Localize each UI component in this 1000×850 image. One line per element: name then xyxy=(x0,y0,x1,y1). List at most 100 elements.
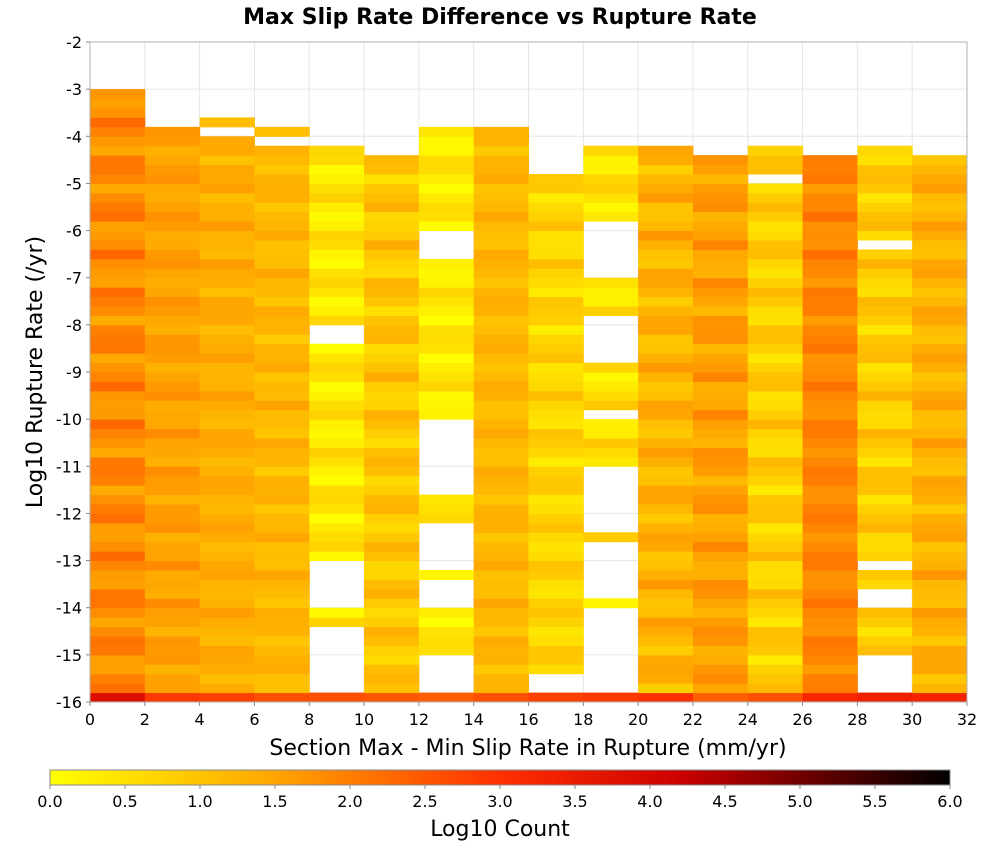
heatmap-cell xyxy=(857,607,913,618)
heatmap-cell xyxy=(802,522,858,533)
heatmap-cell xyxy=(254,221,310,232)
heatmap-cell xyxy=(309,381,365,392)
heatmap-cell xyxy=(802,381,858,392)
heatmap-cell xyxy=(802,475,858,486)
heatmap-cell xyxy=(692,334,749,345)
heatmap-cell xyxy=(364,400,420,411)
colorbar-tick-label: 1.5 xyxy=(262,792,287,811)
heatmap-cell xyxy=(364,570,420,580)
heatmap-cell xyxy=(638,447,694,458)
heatmap-cell xyxy=(254,560,310,571)
heatmap-cell xyxy=(364,636,420,646)
heatmap-cell xyxy=(912,466,968,477)
heatmap-cell xyxy=(309,372,365,382)
heatmap-cell xyxy=(692,636,749,646)
heatmap-cell xyxy=(90,541,146,552)
heatmap-cell xyxy=(747,277,804,288)
heatmap-cell xyxy=(144,626,201,637)
heatmap-cell xyxy=(364,183,420,194)
heatmap-cell xyxy=(528,598,584,609)
heatmap-cell xyxy=(309,607,365,618)
heatmap-cell xyxy=(364,155,420,166)
heatmap-cell xyxy=(912,202,968,213)
heatmap-cell xyxy=(692,164,749,175)
heatmap-cell xyxy=(857,211,913,222)
heatmap-cell xyxy=(144,579,201,590)
heatmap-cell xyxy=(747,673,804,684)
heatmap-cell xyxy=(90,438,146,448)
heatmap-cell xyxy=(473,626,529,637)
heatmap-cell xyxy=(857,362,913,373)
heatmap-cell xyxy=(144,466,201,477)
heatmap-cell xyxy=(857,617,913,628)
heatmap-cell xyxy=(364,541,420,552)
heatmap-cell xyxy=(528,570,584,580)
heatmap-cell xyxy=(802,409,858,420)
heatmap-cell xyxy=(638,381,694,392)
heatmap-cell xyxy=(309,164,365,175)
heatmap-cell xyxy=(254,372,310,382)
heatmap-cell xyxy=(418,617,475,628)
heatmap-cell xyxy=(747,268,804,279)
chart-title: Max Slip Rate Difference vs Rupture Rate xyxy=(243,5,757,30)
heatmap-cell xyxy=(857,277,913,288)
heatmap-cell xyxy=(418,626,475,637)
heatmap-cell xyxy=(912,654,968,665)
heatmap-cell xyxy=(802,258,858,269)
heatmap-cell xyxy=(309,174,365,184)
heatmap-cell xyxy=(692,475,749,486)
heatmap-cell xyxy=(638,277,694,288)
heatmap-cell xyxy=(90,428,146,439)
heatmap-cell xyxy=(692,683,749,694)
heatmap-cell xyxy=(528,438,584,448)
heatmap-cell xyxy=(364,240,420,250)
heatmap-cell xyxy=(473,636,529,646)
heatmap-cell xyxy=(912,324,968,335)
heatmap-cell xyxy=(747,447,804,458)
heatmap-cell xyxy=(199,230,255,241)
heatmap-cell xyxy=(747,598,804,609)
heatmap-cell xyxy=(638,475,694,486)
heatmap-cell xyxy=(90,579,146,590)
heatmap-cell xyxy=(90,192,146,203)
heatmap-cell xyxy=(90,117,146,128)
heatmap-cell xyxy=(912,428,968,439)
heatmap-cell xyxy=(254,164,310,175)
heatmap-cell xyxy=(583,456,639,467)
heatmap-cell xyxy=(473,372,529,382)
heatmap-cell xyxy=(254,645,310,656)
y-tick-label: -9 xyxy=(66,363,82,382)
heatmap-cell xyxy=(638,362,694,373)
heatmap-cell xyxy=(912,277,968,288)
heatmap-cell xyxy=(473,183,529,194)
heatmap-cell xyxy=(583,438,639,448)
heatmap-cell xyxy=(912,315,968,326)
heatmap-cell xyxy=(309,617,365,628)
x-tick-label: 12 xyxy=(409,710,429,729)
y-tick-label: -15 xyxy=(56,646,82,665)
heatmap-cell xyxy=(857,334,913,345)
heatmap-cell xyxy=(309,390,365,401)
heatmap-cell xyxy=(90,164,146,175)
heatmap-cell xyxy=(144,494,201,505)
heatmap-cell xyxy=(473,683,529,694)
heatmap-cell xyxy=(364,551,420,562)
heatmap-cell xyxy=(528,692,584,703)
heatmap-cell xyxy=(309,240,365,250)
heatmap-cell xyxy=(144,475,201,486)
heatmap-cell xyxy=(802,390,858,401)
heatmap-cell xyxy=(528,372,584,382)
heatmap-cell xyxy=(473,334,529,345)
heatmap-cell xyxy=(692,466,749,477)
heatmap-cell xyxy=(857,324,913,335)
heatmap-cell xyxy=(528,192,584,203)
heatmap-cell xyxy=(857,494,913,505)
heatmap-cell xyxy=(199,692,255,703)
heatmap-cell xyxy=(802,456,858,467)
heatmap-cell xyxy=(364,626,420,637)
heatmap-cell xyxy=(638,683,694,694)
heatmap-cell xyxy=(254,570,310,580)
heatmap-cell xyxy=(692,409,749,420)
heatmap-cell xyxy=(528,428,584,439)
heatmap-cell xyxy=(309,532,365,543)
